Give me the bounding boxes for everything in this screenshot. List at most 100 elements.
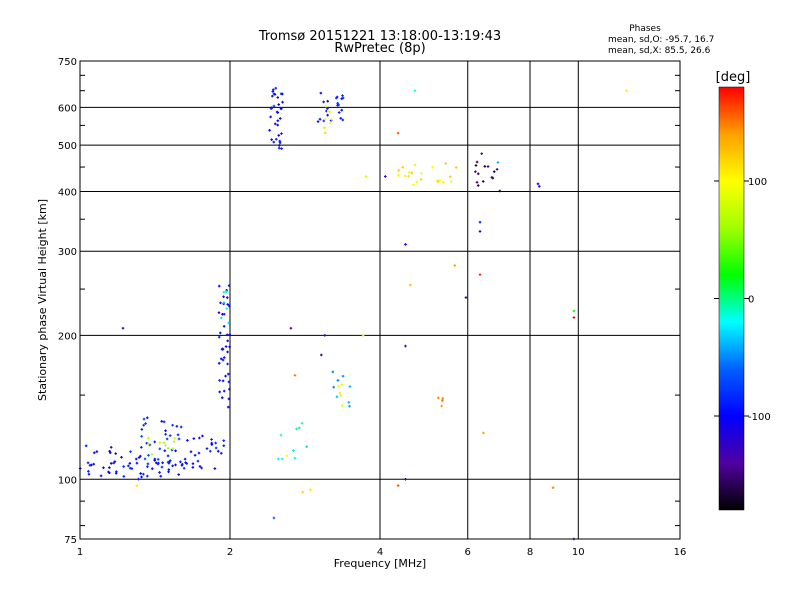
data-point [496, 161, 500, 164]
data-point [143, 457, 147, 461]
data-point [174, 449, 177, 453]
data-point [128, 466, 132, 470]
data-point [495, 168, 499, 171]
data-point [324, 104, 328, 108]
data-point [140, 446, 143, 449]
data-point [339, 394, 343, 397]
data-point [278, 139, 282, 143]
y-tick-label: 750 [58, 57, 77, 68]
data-point [271, 94, 274, 98]
data-point [348, 385, 352, 388]
data-point [140, 475, 143, 479]
data-point [316, 120, 320, 123]
data-point [221, 379, 225, 383]
data-point [102, 466, 105, 470]
data-point [274, 86, 278, 90]
data-point [222, 356, 226, 359]
data-point [160, 465, 164, 469]
data-point [160, 420, 163, 423]
y-tick-label: 75 [64, 535, 77, 546]
data-point [222, 444, 226, 447]
data-point [404, 243, 407, 246]
data-point [407, 174, 410, 178]
data-point [129, 450, 132, 453]
x-tick-label: 16 [674, 547, 687, 558]
data-point [217, 335, 221, 339]
data-point [142, 423, 145, 427]
data-point [285, 454, 289, 458]
data-point [218, 331, 222, 335]
data-point [413, 89, 417, 93]
phases-x-stats: mean, sd,X: 85.5, 26.6 [608, 46, 711, 56]
data-point [198, 436, 201, 440]
data-point [268, 129, 271, 132]
colorbar-tick-label: 100 [748, 177, 767, 188]
data-point [226, 350, 229, 354]
data-point [221, 312, 224, 316]
data-point [201, 434, 204, 438]
data-point [419, 178, 423, 181]
data-point [318, 117, 322, 121]
data-point [95, 450, 99, 453]
data-point [328, 110, 332, 114]
data-point [182, 466, 186, 470]
data-point [411, 183, 415, 186]
data-point [140, 435, 143, 438]
data-point [322, 119, 326, 123]
data-point [184, 461, 187, 464]
data-point [279, 117, 282, 120]
data-point [224, 374, 227, 378]
data-point [173, 437, 176, 440]
data-point [99, 474, 103, 478]
data-point [150, 452, 154, 456]
data-point [415, 180, 419, 183]
data-point [328, 121, 332, 125]
data-point [135, 461, 139, 465]
data-point [277, 103, 281, 106]
data-point [309, 488, 312, 492]
colorbar-ticks: 100 0 -100 [714, 177, 771, 423]
data-point [171, 423, 174, 427]
colorbar-tick-label: -100 [748, 412, 771, 423]
x-tick-label: 6 [465, 547, 471, 558]
data-point [186, 439, 189, 442]
data-point [279, 107, 283, 111]
data-point [153, 440, 156, 444]
data-point [336, 379, 340, 382]
x-tick-label: 1 [77, 547, 83, 558]
data-point [144, 422, 147, 425]
data-point [326, 107, 329, 110]
data-point [228, 387, 231, 391]
data-point [146, 465, 149, 468]
data-point [121, 326, 125, 330]
data-point [292, 449, 295, 452]
data-point [340, 108, 343, 112]
data-point [326, 113, 329, 117]
data-point [162, 441, 166, 445]
data-point [339, 117, 343, 120]
data-point [551, 486, 555, 490]
data-point [220, 451, 223, 455]
data-point [491, 176, 495, 180]
data-point [167, 470, 170, 474]
data-point [275, 110, 279, 114]
y-axis-label: Stationary phase Virtual Height [km] [36, 199, 49, 401]
data-point [486, 165, 490, 168]
data-point [224, 290, 228, 293]
data-point [164, 429, 167, 433]
data-point [196, 459, 200, 463]
phases-title: Phases [629, 24, 661, 34]
data-point [227, 284, 231, 287]
data-point [161, 461, 164, 465]
data-point [205, 447, 209, 450]
data-point [464, 296, 468, 299]
data-point [222, 324, 226, 328]
data-point [214, 446, 218, 450]
data-point [537, 185, 541, 188]
data-point [293, 456, 297, 460]
data-point [218, 379, 221, 382]
data-point [277, 146, 281, 150]
data-point [177, 437, 181, 441]
data-point [109, 451, 112, 455]
